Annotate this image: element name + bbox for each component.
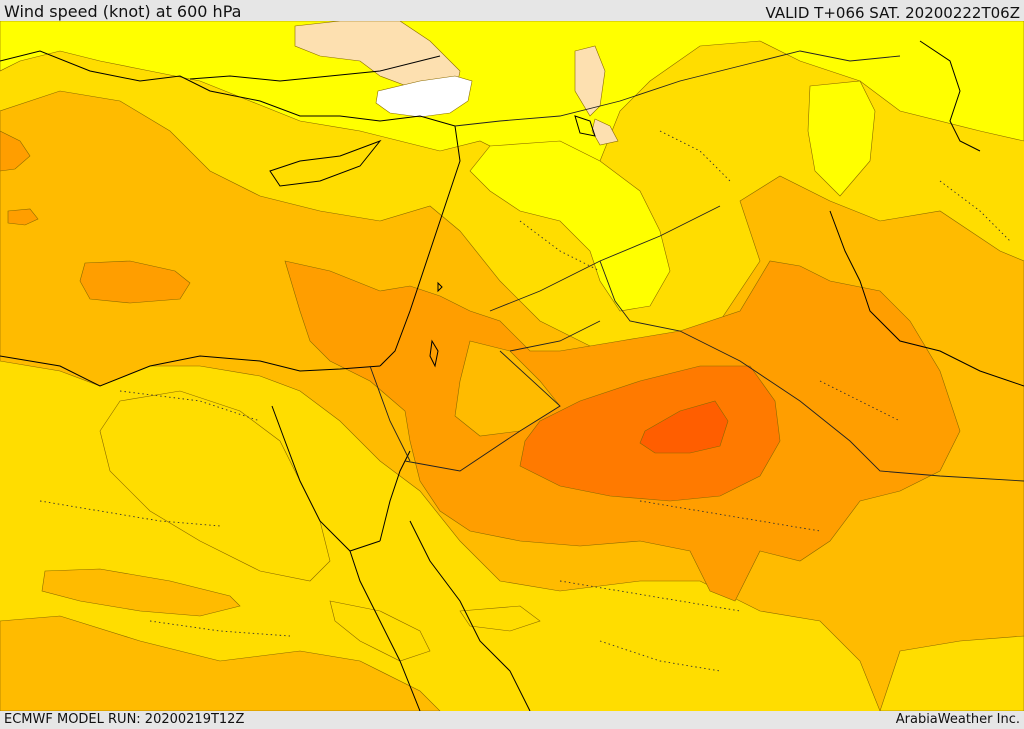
- valid-time: VALID T+066 SAT. 20200222T06Z: [765, 4, 1020, 22]
- coast-cyprus: [269, 139, 382, 187]
- dotted-1: [119, 390, 261, 422]
- model-run-label: ECMWF MODEL RUN: 20200219T12Z: [4, 712, 245, 727]
- credit-label: ArabiaWeather Inc.: [895, 712, 1020, 727]
- dotted-4: [639, 500, 821, 532]
- dotted-8: [939, 180, 1011, 242]
- region-strong-small: [7, 208, 39, 226]
- coast-black-sea: [189, 55, 441, 82]
- coast-red-sea-east: [409, 520, 531, 711]
- region-moderate-south-saudi: [459, 605, 541, 632]
- region-strong-west-edge: [0, 130, 31, 172]
- border-egypt-israel: [369, 365, 411, 462]
- dotted-5: [559, 580, 741, 612]
- dotted-10: [599, 640, 721, 672]
- dotted-3: [519, 220, 601, 272]
- coast-levant: [379, 125, 461, 367]
- header-bar: Wind speed (knot) at 600 hPa VALID T+066…: [0, 0, 1024, 22]
- coast-egypt-north: [0, 355, 381, 387]
- coast-lake-ne1: [574, 115, 596, 137]
- region-light-tongue: [469, 140, 671, 312]
- dotted-7: [659, 130, 731, 182]
- coast-galilee: [437, 281, 443, 293]
- region-moderate-egypt: [99, 390, 331, 582]
- coast-red-sea-west: [349, 550, 421, 711]
- footer-bar: ECMWF MODEL RUN: 20200219T12Z ArabiaWeat…: [0, 711, 1024, 729]
- border-turkey-syria: [454, 50, 901, 127]
- dotted-9: [149, 620, 291, 637]
- map-canvas: [0, 21, 1024, 711]
- region-strongest: [639, 400, 729, 454]
- coast-gulf: [829, 210, 1024, 387]
- region-moderate-red-sea: [329, 600, 431, 662]
- coast-caspian: [919, 40, 981, 152]
- border-jordan-saudi: [404, 350, 561, 472]
- border-iraq-saudi: [599, 260, 1024, 482]
- borders: [369, 50, 1024, 482]
- coast-dead-sea: [429, 339, 439, 368]
- dotted-2: [39, 500, 221, 527]
- border-jordan-iraq: [509, 320, 601, 352]
- dotted-6: [819, 380, 901, 422]
- region-lowest: [375, 75, 473, 118]
- coast-turkey-south: [0, 50, 456, 127]
- region-moderate-se: [879, 635, 1024, 711]
- internal-boundaries: [39, 130, 1011, 672]
- coast-sinai-gulf-suez: [271, 405, 381, 552]
- region-strong-med: [79, 260, 191, 304]
- coastlines: [0, 40, 1024, 711]
- region-light-east: [807, 80, 876, 197]
- region-medium-southwest: [0, 615, 441, 711]
- map-title: Wind speed (knot) at 600 hPa: [4, 2, 242, 21]
- region-medium-sinai-strip: [41, 568, 241, 617]
- wind-speed-map[interactable]: [0, 21, 1024, 711]
